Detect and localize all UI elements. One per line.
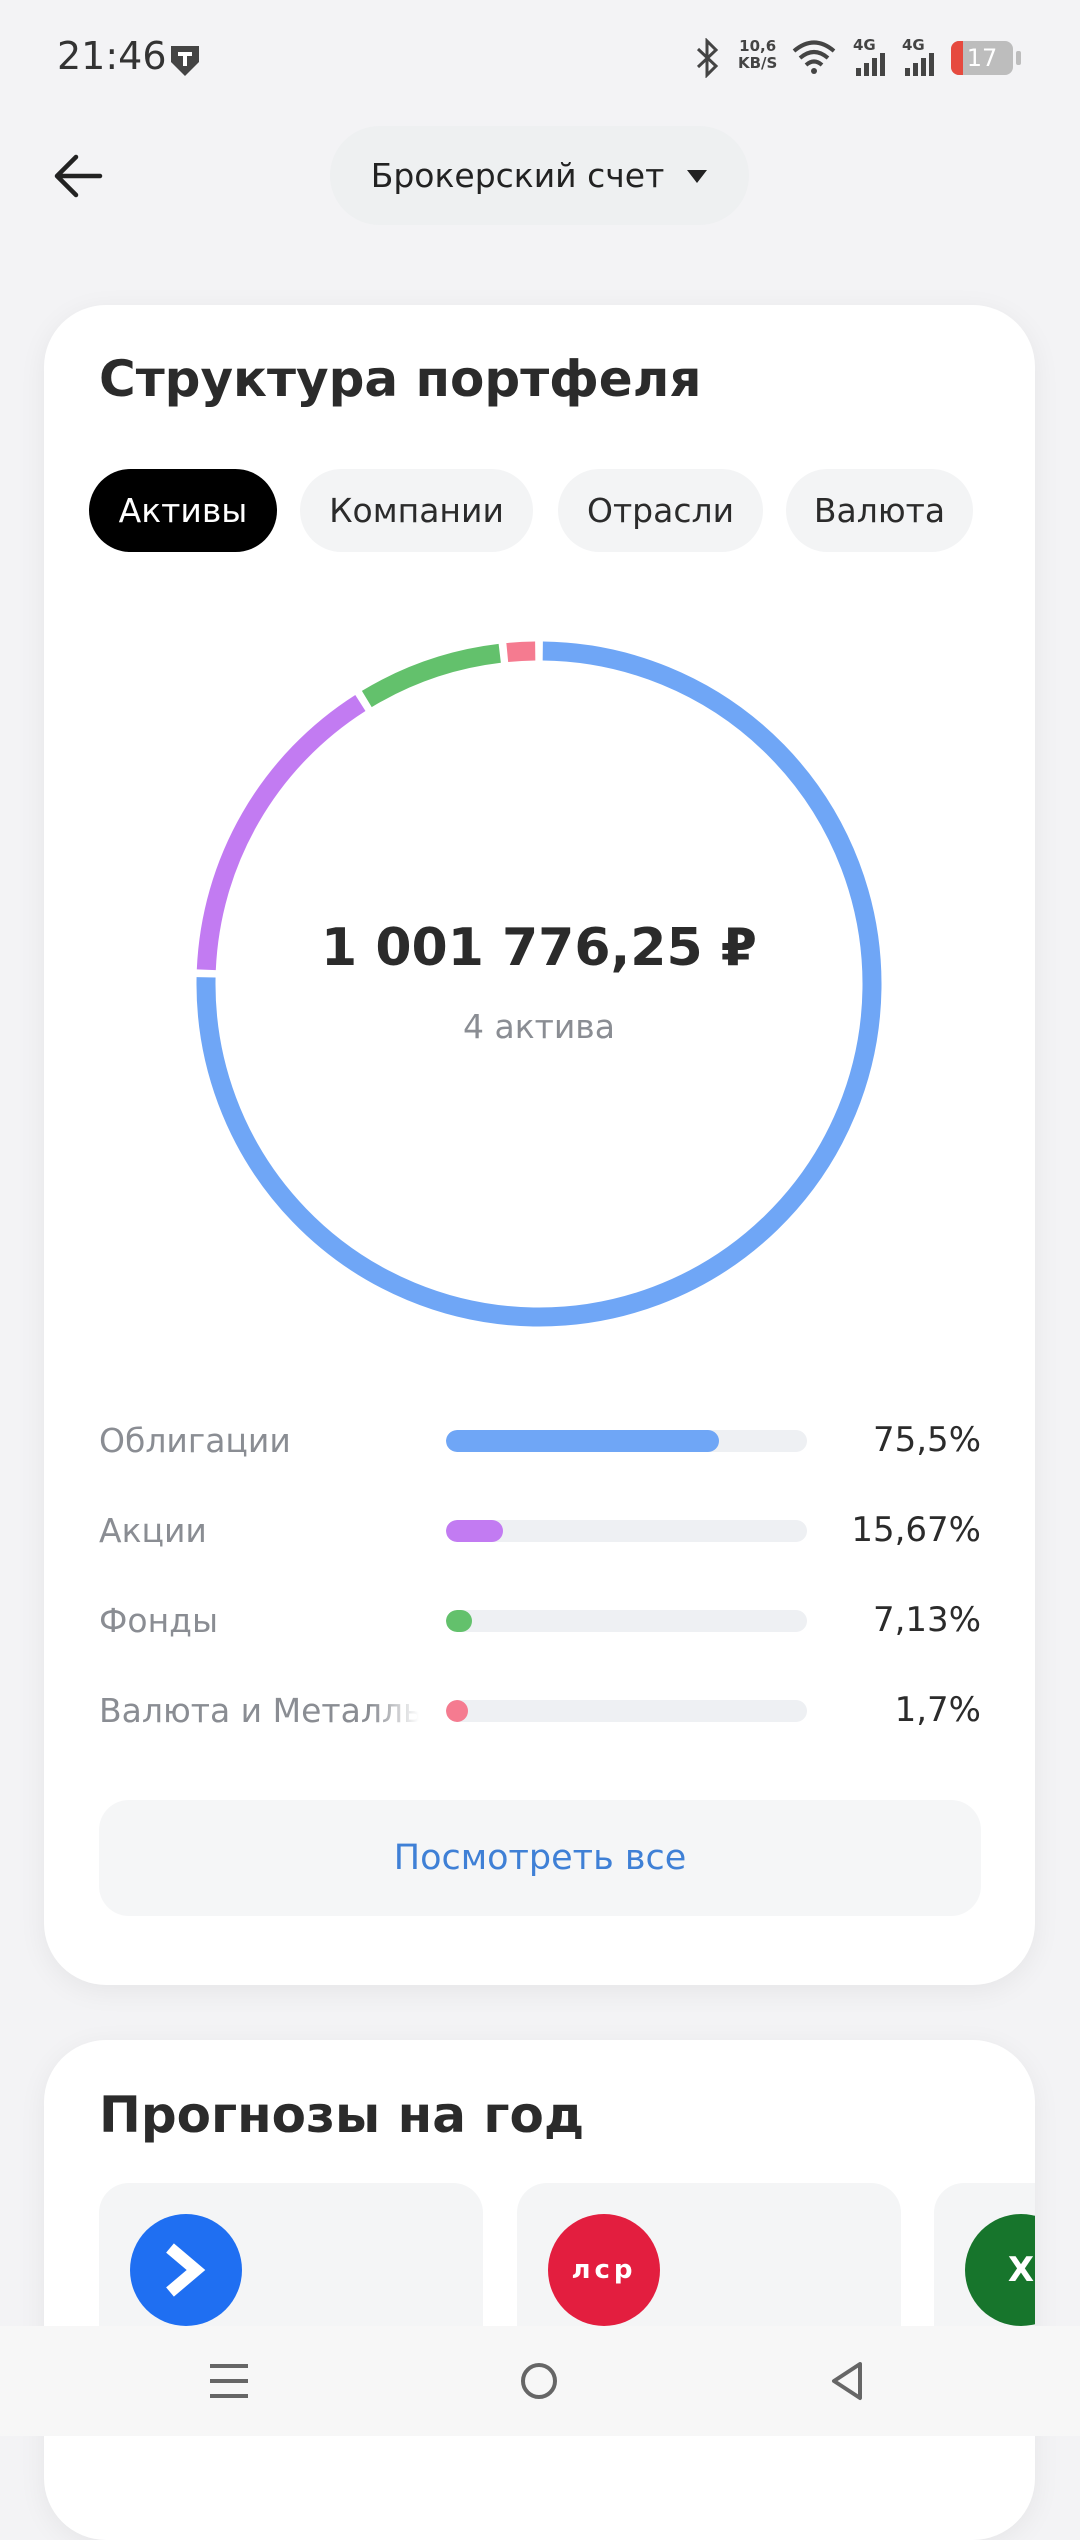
- net-speed-unit: KB/S: [738, 54, 778, 72]
- forecasts-title: Прогнозы на год: [99, 2086, 585, 2144]
- legend-value: 7,13%: [872, 1600, 981, 1640]
- donut-segment: [196, 694, 366, 971]
- tab[interactable]: Валюта: [786, 469, 973, 552]
- battery-level: [951, 41, 963, 75]
- bar: [446, 1520, 503, 1542]
- legend-value: 15,67%: [851, 1510, 981, 1550]
- forecasts-list: лср X: [99, 2183, 1035, 2436]
- bar-track: [446, 1610, 807, 1632]
- view-all-button[interactable]: Посмотреть все: [99, 1800, 981, 1916]
- bar-track: [446, 1700, 807, 1722]
- bar: [446, 1700, 468, 1722]
- battery-text: 17: [966, 44, 998, 72]
- nav-bar: [0, 2326, 1080, 2436]
- card-title: Структура портфеля: [99, 350, 702, 408]
- signal-label: 4G: [853, 36, 876, 54]
- legend-label: Акции: [99, 1511, 207, 1550]
- signal-label: 4G: [902, 36, 925, 54]
- tab[interactable]: Отрасли: [558, 469, 763, 552]
- signal-icon: [856, 53, 885, 76]
- back-nav-button[interactable]: [828, 2360, 868, 2402]
- bar-track: [446, 1430, 807, 1452]
- wifi-icon: [792, 40, 836, 74]
- status-time: 21:46: [57, 34, 167, 78]
- net-speed: 10,6 KB/S: [738, 38, 777, 72]
- company-logo: лср: [548, 2214, 660, 2326]
- legend-value: 1,7%: [894, 1690, 981, 1730]
- screen: 21:46 10,6 KB/S 4G 4G 17 Брокерский счет …: [0, 34, 1080, 2540]
- bar: [446, 1610, 472, 1632]
- status-app-icon: [171, 46, 199, 76]
- battery: 17: [951, 41, 1013, 75]
- signal-icon: [905, 53, 934, 76]
- tab[interactable]: Активы: [89, 469, 277, 552]
- legend-label: Валюта и Металлы: [99, 1691, 419, 1730]
- donut-chart: [196, 641, 882, 1327]
- donut-segment: [506, 641, 536, 662]
- dropdown-arrow: [687, 169, 708, 183]
- bluetooth-icon: [696, 38, 719, 78]
- home-button[interactable]: [519, 2361, 559, 2401]
- logo-mark: [166, 2243, 206, 2297]
- account-selector[interactable]: Брокерский счет: [330, 126, 749, 225]
- menu-button[interactable]: [208, 2361, 250, 2401]
- company-logo: [130, 2214, 242, 2326]
- legend-value: 75,5%: [872, 1420, 981, 1460]
- bar: [446, 1430, 719, 1452]
- net-speed-value: 10,6: [739, 37, 777, 55]
- back-button[interactable]: [52, 150, 106, 202]
- tab[interactable]: Компании: [300, 469, 533, 552]
- legend-label: Фонды: [99, 1601, 219, 1640]
- account-name: Брокерский счет: [370, 156, 665, 195]
- legend-label: Облигации: [99, 1421, 291, 1460]
- total-value: 1 001 776,25 ₽: [321, 918, 757, 978]
- bar-track: [446, 1520, 807, 1542]
- battery-tip: [1016, 51, 1021, 65]
- asset-count: 4 актива: [463, 1007, 615, 1046]
- donut-segment: [196, 641, 882, 1327]
- donut-segment: [361, 643, 501, 708]
